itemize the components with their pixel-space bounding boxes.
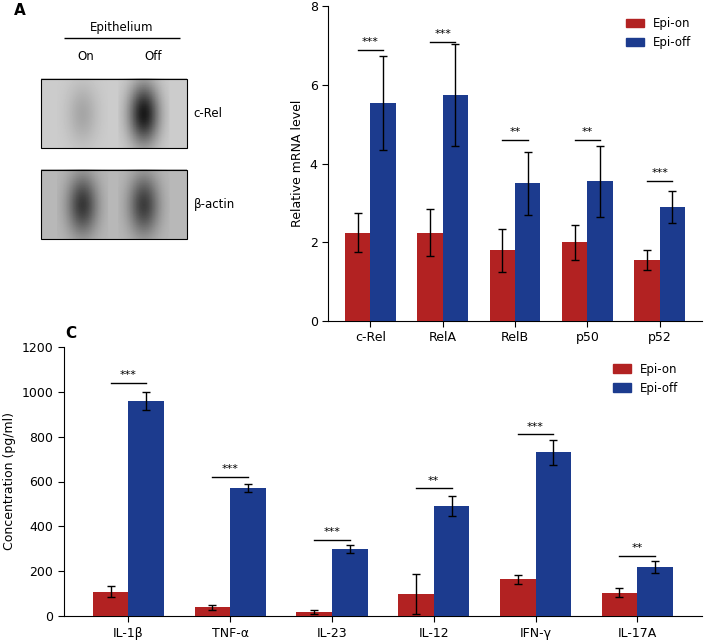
Bar [194,607,230,616]
Y-axis label: Concentration (pg/ml): Concentration (pg/ml) [3,413,16,550]
Text: **: ** [428,476,440,485]
Bar [230,489,266,616]
Text: ***: *** [527,422,544,431]
Bar [535,452,571,616]
Text: c-Rel: c-Rel [194,107,223,120]
Legend: Epi-on, Epi-off: Epi-on, Epi-off [621,12,696,54]
Bar [635,260,659,321]
Text: ***: *** [120,370,137,380]
Text: Off: Off [145,51,162,64]
Y-axis label: Relative mRNA level: Relative mRNA level [291,100,304,227]
Bar [434,506,469,616]
Bar [637,567,673,616]
Text: ***: *** [362,37,379,46]
Bar [587,182,613,321]
Bar [490,250,515,321]
Text: **: ** [509,127,520,137]
Text: ***: *** [435,29,451,39]
Bar [515,184,540,321]
Bar [370,103,396,321]
Text: A: A [14,3,26,18]
Text: ***: *** [323,527,340,537]
Bar [345,232,370,321]
Bar [659,207,685,321]
Bar [398,594,434,616]
Bar [93,592,128,616]
Text: ***: *** [222,464,239,474]
Bar [602,593,637,616]
Bar [500,579,535,616]
Text: On: On [77,51,94,64]
Legend: Epi-on, Epi-off: Epi-on, Epi-off [608,358,683,399]
Text: **: ** [581,127,593,137]
Text: Epithelium: Epithelium [90,21,154,33]
Bar [562,243,587,321]
Bar [442,95,468,321]
Bar [128,401,164,616]
Bar [41,79,187,148]
Bar [41,170,187,239]
Text: C: C [65,326,77,342]
Text: β-actin: β-actin [194,198,235,211]
Text: ***: *** [651,168,668,178]
Bar [296,612,332,616]
Bar [332,549,367,616]
Bar [418,232,442,321]
Text: **: ** [632,543,643,553]
